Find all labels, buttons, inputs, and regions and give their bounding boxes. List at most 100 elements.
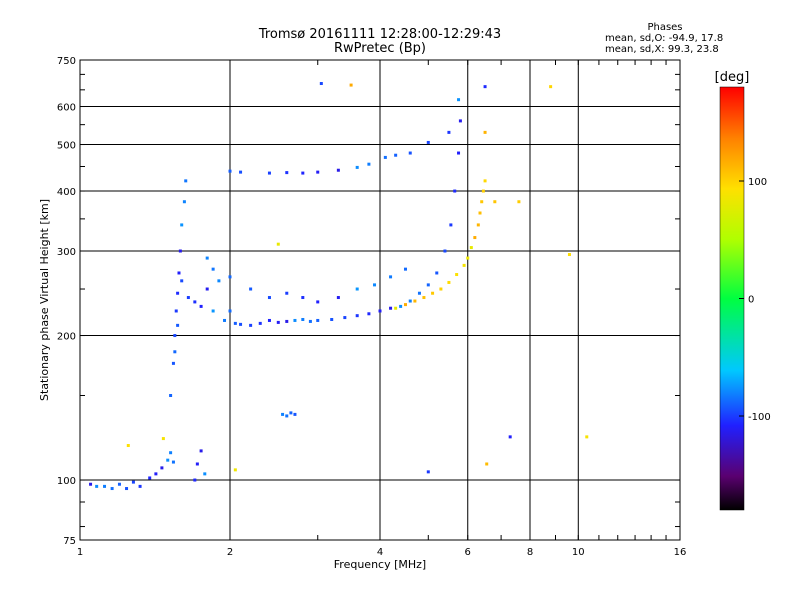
- o-mode-point: [457, 98, 461, 102]
- o-mode-point: [89, 482, 93, 486]
- o-mode-point: [160, 466, 164, 470]
- o-mode-point: [169, 451, 173, 455]
- o-mode-point: [389, 306, 393, 310]
- o-mode-point: [449, 223, 453, 227]
- o-mode-point: [110, 487, 114, 491]
- colorbar-tick-label: -100: [748, 412, 771, 423]
- o-mode-point: [316, 318, 320, 322]
- x-mode-point: [276, 242, 280, 246]
- o-mode-point: [228, 309, 232, 313]
- o-mode-point: [301, 171, 305, 175]
- o-mode-point: [180, 223, 184, 227]
- y-tick-label: 500: [57, 141, 76, 152]
- o-mode-point: [228, 275, 232, 279]
- o-mode-point: [171, 361, 175, 365]
- o-mode-point: [95, 484, 99, 488]
- o-mode-point: [193, 300, 197, 304]
- x-mode-point: [462, 263, 466, 267]
- x-tick-label: 10: [572, 547, 585, 558]
- o-mode-point: [394, 153, 398, 157]
- o-mode-point: [184, 179, 188, 183]
- x-mode-point: [517, 200, 521, 204]
- colorbar-ticks: 100 0 -100: [739, 177, 771, 423]
- x-tick-label: 8: [527, 547, 533, 558]
- o-mode-point: [267, 171, 271, 175]
- o-mode-point: [373, 283, 377, 287]
- o-mode-point: [336, 168, 340, 172]
- y-tick-label: 200: [57, 332, 76, 343]
- y-tick-label: 750: [57, 56, 76, 67]
- o-mode-point: [228, 169, 232, 173]
- o-mode-point: [239, 170, 243, 174]
- x-mode-point: [447, 280, 451, 284]
- o-mode-point: [403, 267, 407, 271]
- o-mode-point: [205, 256, 209, 260]
- o-mode-point: [103, 484, 107, 488]
- x-tick-label: 6: [465, 547, 471, 558]
- x-tick-label: 1: [77, 547, 83, 558]
- o-mode-point: [276, 320, 280, 324]
- x-mode-point: [483, 179, 487, 183]
- o-mode-point: [217, 279, 221, 283]
- x-mode-point: [473, 236, 477, 240]
- x-mode-point: [478, 211, 482, 215]
- o-mode-point: [267, 318, 271, 322]
- o-mode-point: [285, 414, 289, 418]
- o-mode-point: [176, 291, 180, 295]
- o-mode-point: [301, 296, 305, 300]
- x-mode-point: [161, 437, 165, 441]
- axis-ticks: 1 2 4 6 8 10 16 75 100 200 300 400 500 600 750: [57, 56, 686, 558]
- o-mode-point: [169, 394, 173, 398]
- x-mode-point: [476, 223, 480, 227]
- o-mode-point: [316, 170, 320, 174]
- o-mode-point: [308, 319, 312, 323]
- o-mode-point: [182, 200, 186, 204]
- x-mode-point: [469, 246, 473, 250]
- x-mode-point: [466, 256, 470, 260]
- o-mode-point: [178, 249, 182, 253]
- o-mode-point: [233, 321, 237, 325]
- o-mode-point: [343, 316, 347, 320]
- x-tick-label: 16: [674, 547, 687, 558]
- o-mode-point: [193, 478, 197, 482]
- x-mode-point: [413, 299, 417, 303]
- o-mode-point: [138, 484, 142, 488]
- o-mode-point: [223, 318, 227, 322]
- o-mode-point: [199, 449, 203, 453]
- o-mode-point: [367, 312, 371, 316]
- o-mode-point: [285, 171, 289, 175]
- o-mode-point: [166, 458, 170, 462]
- o-mode-point: [176, 323, 180, 327]
- o-mode-point: [249, 323, 253, 327]
- o-mode-point: [426, 283, 430, 287]
- phase-stats-o: mean, sd,O: -94.9, 17.8: [605, 33, 724, 44]
- o-mode-point: [508, 435, 512, 439]
- o-mode-point: [171, 460, 175, 464]
- o-mode-point: [408, 299, 412, 303]
- o-mode-point: [336, 296, 340, 300]
- o-mode-point: [330, 317, 334, 321]
- o-mode-point: [205, 287, 209, 291]
- o-mode-point: [289, 411, 293, 415]
- x-mode-point: [549, 85, 553, 89]
- x-mode-point: [349, 83, 353, 87]
- o-mode-point: [457, 151, 461, 155]
- o-mode-point: [355, 314, 359, 318]
- y-tick-label: 400: [57, 187, 76, 198]
- o-mode-point: [435, 271, 439, 275]
- o-mode-point: [148, 476, 152, 480]
- y-tick-label: 300: [57, 247, 76, 258]
- o-mode-point: [174, 309, 178, 313]
- o-mode-point: [267, 296, 271, 300]
- phase-stats-x: mean, sd,X: 99.3, 23.8: [605, 44, 719, 55]
- x-tick-label: 4: [377, 547, 383, 558]
- o-mode-point: [180, 279, 184, 283]
- o-mode-point: [399, 304, 403, 308]
- o-mode-point: [378, 309, 382, 313]
- o-mode-point: [426, 140, 430, 144]
- y-tick-label: 600: [57, 103, 76, 114]
- x-mode-point: [480, 200, 484, 204]
- x-mode-point: [483, 130, 487, 134]
- y-axis-label: Stationary phase Virtual Height [km]: [38, 199, 51, 401]
- o-mode-point: [389, 275, 393, 279]
